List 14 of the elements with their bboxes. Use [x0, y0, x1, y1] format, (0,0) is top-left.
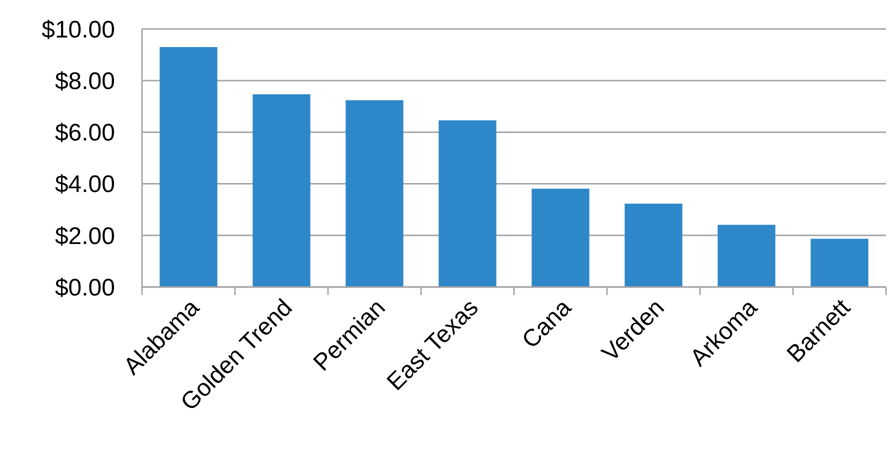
y-tick-label: $10.00 [42, 16, 115, 44]
bar [532, 188, 590, 287]
y-tick-label: $8.00 [54, 68, 115, 95]
bar [160, 47, 218, 287]
y-tick-label: $0.00 [54, 274, 115, 302]
y-tick-label: $6.00 [54, 120, 115, 147]
bar [718, 224, 776, 287]
bar [346, 100, 404, 287]
bar [810, 238, 868, 287]
bar [252, 94, 310, 287]
y-tick-label: $2.00 [54, 222, 115, 250]
bar [624, 204, 682, 287]
bar [438, 120, 496, 287]
y-tick-label: $4.00 [54, 171, 115, 198]
